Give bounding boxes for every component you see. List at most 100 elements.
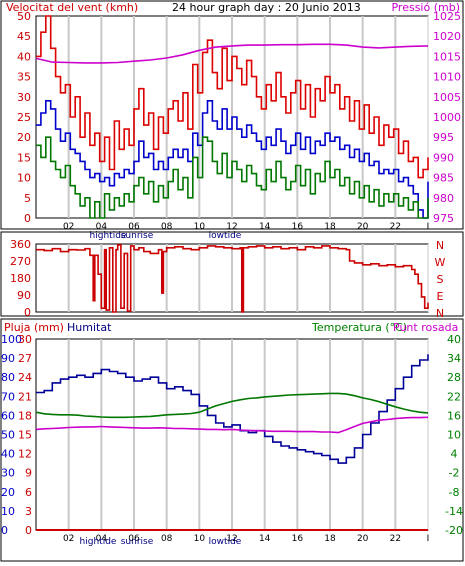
x-tick-label: 06 (128, 534, 140, 544)
panel-wind-pressure-ticks: 02 04 06 08 10 12 14 16 18 20 22 I05101520253035404… (17, 10, 461, 232)
panel-temp-humidity-series (35, 354, 429, 531)
rain-axis-title: Pluja (mm) (4, 321, 64, 334)
sun-label-sunrise-bottom: sunrise (121, 537, 154, 547)
temperature-tick-label: 10 (447, 429, 461, 442)
temperature-tick-label: 4 (451, 448, 458, 461)
humidity-tick-label: 70 (1, 390, 15, 403)
x-tick-label: 18 (324, 222, 336, 232)
x-tick-label: 02 (63, 222, 74, 232)
humidity-tick-label: 20 (1, 486, 15, 499)
humidity-tick-label: 50 (1, 429, 15, 442)
rain-tick-label: 6 (25, 486, 32, 499)
pressure-tick-label: 1020 (433, 30, 461, 43)
pressure-tick-label: 985 (433, 172, 454, 185)
compass-label: N (436, 307, 444, 320)
x-tick-label: 16 (292, 222, 304, 232)
dewpoint-axis-title: Punt rosada (393, 321, 458, 334)
x-tick-label: 18 (324, 534, 336, 544)
x-tick-label: 04 (96, 222, 108, 232)
panel-wind-direction-frame (0, 231, 464, 317)
wind-tick-label: 50 (17, 10, 31, 23)
rain-tick-label: 15 (18, 429, 32, 442)
wind-tick-label: 40 (17, 50, 31, 63)
wind-tick-label: 0 (24, 212, 31, 225)
pressure-tick-label: 1010 (433, 71, 461, 84)
temperature-tick-label: -8 (449, 486, 460, 499)
panel-wind-pressure-frame (0, 0, 464, 230)
humidity-line (36, 354, 429, 464)
graph-title: 24 hour graph day : 20 Junio 2013 (172, 1, 361, 14)
rain-tick-label: 0 (25, 524, 32, 537)
temperature-tick-label: 28 (447, 371, 461, 384)
temperature-tick-label: 40 (447, 333, 461, 346)
wind-average-line (36, 100, 429, 219)
x-tick-label: I (427, 534, 430, 544)
pressure-tick-label: 975 (433, 212, 454, 225)
x-tick-label: 06 (128, 222, 140, 232)
temperature-tick-label: -14 (445, 505, 463, 518)
panel-temp-humidity-ticks: 02 04 06 08 10 12 14 16 18 20 22 I01020304050607080… (1, 333, 463, 544)
x-tick-label: 22 (390, 534, 401, 544)
compass-label: W (435, 256, 446, 269)
wind-tick-label: 35 (17, 71, 31, 84)
x-tick-label: 22 (390, 222, 401, 232)
temperature-tick-label: -20 (445, 524, 463, 537)
panel-temp-humidity-frame (0, 318, 464, 562)
wind-tick-label: 15 (17, 151, 31, 164)
pressure-tick-label: 1000 (433, 111, 461, 124)
humidity-tick-label: 90 (1, 352, 15, 365)
wind-min-line (36, 136, 429, 219)
pressure-tick-label: 980 (433, 192, 454, 205)
pressure-line (35, 43, 429, 64)
wind-gust-line (36, 15, 429, 179)
wind-tick-label: 10 (17, 172, 31, 185)
pressure-axis-title: Pressió (mb) (391, 1, 460, 14)
temperature-axis-title: Temperatura (°C) (311, 321, 407, 334)
direction-tick-label: 0 (24, 306, 31, 319)
tide-label-hightide: hightide (90, 231, 127, 241)
rain-tick-label: 30 (18, 333, 32, 346)
pressure-tick-label: 1015 (433, 50, 461, 63)
x-tick-label: 08 (161, 534, 173, 544)
wind-tick-label: 45 (17, 30, 31, 43)
wind-tick-label: 5 (24, 192, 31, 205)
x-tick-label: 14 (259, 534, 271, 544)
x-tick-label: I (427, 222, 430, 232)
panel-wind-direction-ticks: 0 90 180 270 360 (10, 238, 31, 319)
x-tick-label: 10 (194, 222, 206, 232)
humidity-tick-label: 10 (1, 505, 15, 518)
temperature-tick-label: -2 (449, 467, 460, 480)
direction-tick-label: 270 (10, 255, 31, 268)
rain-tick-label: 18 (18, 409, 32, 422)
x-tick-label: 08 (161, 222, 173, 232)
x-tick-label: 02 (63, 534, 74, 544)
x-tick-label: 12 (226, 222, 237, 232)
humidity-tick-label: 80 (1, 371, 15, 384)
humidity-tick-label: 0 (1, 524, 8, 537)
x-tick-label: 16 (292, 534, 304, 544)
x-tick-label: 10 (194, 534, 206, 544)
temperature-tick-label: 22 (447, 390, 461, 403)
dewpoint-line (35, 416, 429, 434)
tide-label-hightide-bottom: hightide (80, 537, 117, 547)
pressure-tick-label: 990 (433, 151, 454, 164)
panel-wind-pressure-series (35, 15, 429, 219)
rain-tick-label: 27 (18, 352, 32, 365)
x-tick-label: 04 (96, 534, 108, 544)
direction-tick-label: 180 (10, 272, 31, 285)
wind-direction-line (36, 244, 429, 313)
humidity-axis-title: Humitat (67, 321, 112, 334)
humidity-tick-label: 30 (1, 467, 15, 480)
temperature-tick-label: 16 (447, 409, 461, 422)
x-tick-label: 20 (357, 222, 369, 232)
temperature-tick-label: 34 (447, 352, 461, 365)
x-tick-label: 20 (357, 534, 369, 544)
direction-tick-label: 360 (10, 238, 31, 251)
wind-tick-label: 30 (17, 91, 31, 104)
wind-axis-title: Velocitat del vent (kmh) (6, 1, 138, 14)
pressure-tick-label: 1005 (433, 91, 461, 104)
sun-label-sunrise: sunrise (121, 231, 154, 241)
humidity-tick-label: 60 (1, 409, 15, 422)
compass-label: E (437, 290, 444, 303)
